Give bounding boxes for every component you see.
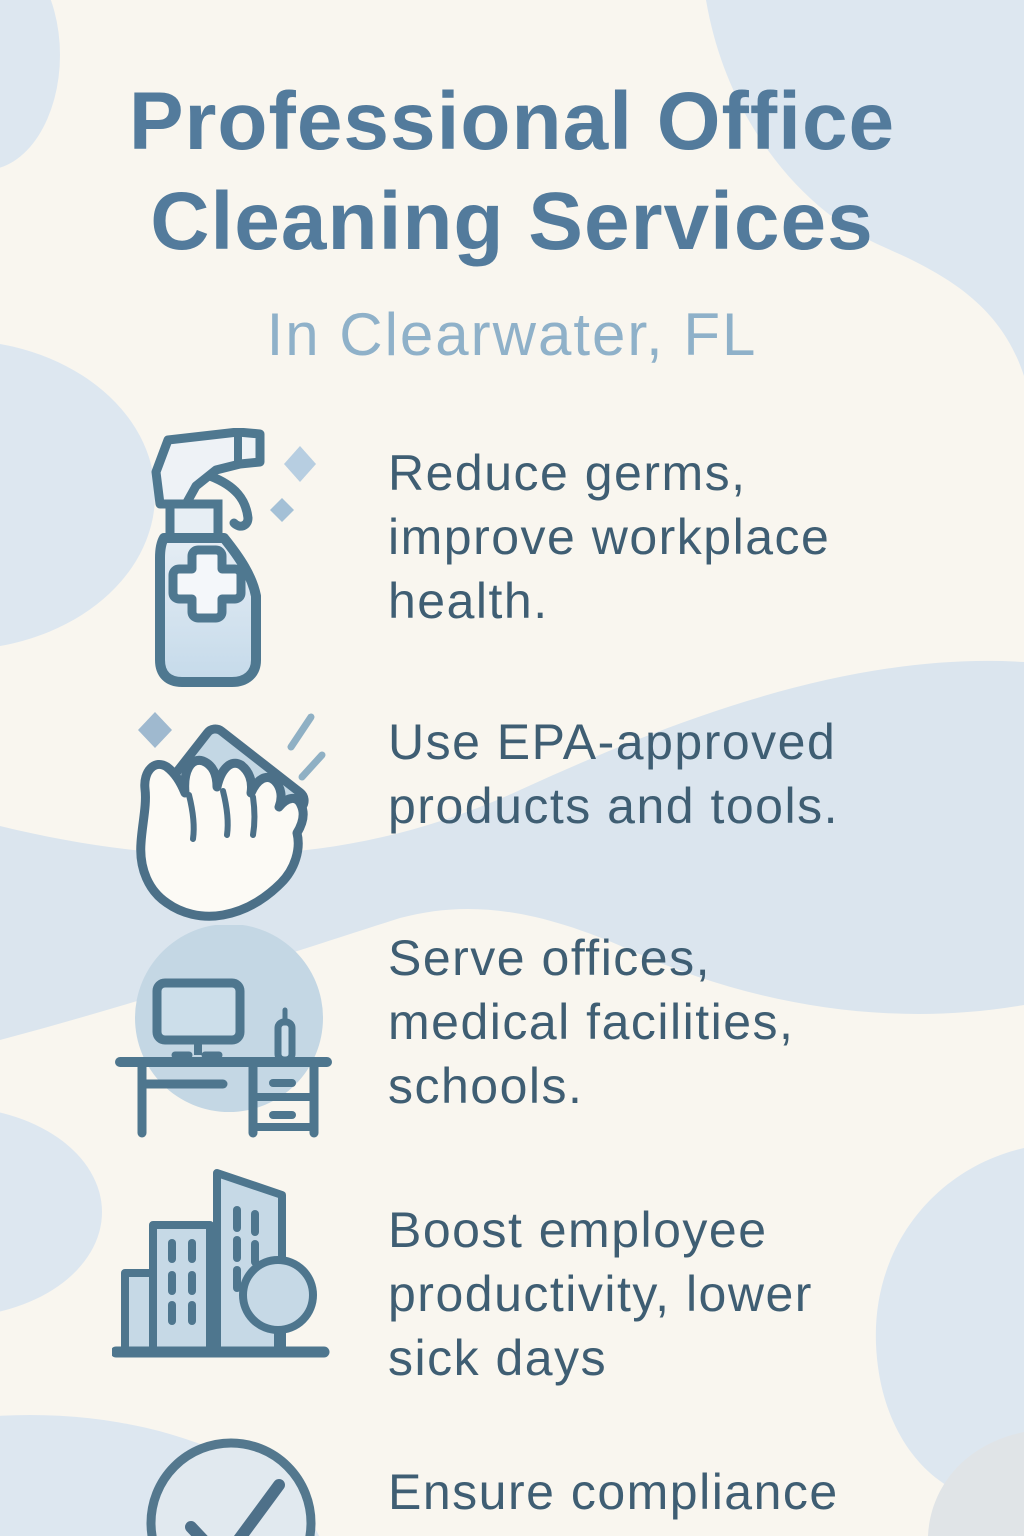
benefit-text-line: sick days (388, 1330, 608, 1386)
benefit-text-line: improve workplace (388, 509, 831, 565)
benefit-text-line: Reduce germs, (388, 445, 747, 501)
benefit-text-line: health. (388, 573, 549, 629)
benefit-item-compliance: Ensure compliance with sanitation standa… (388, 1460, 976, 1536)
benefit-text-line: medical facilities, (388, 994, 795, 1050)
benefit-item-epa: Use EPA-approved products and tools. (388, 710, 839, 838)
spray-bottle-icon (140, 427, 340, 690)
check-circle-icon (143, 1433, 323, 1536)
benefit-text-line: Boost employee (388, 1202, 768, 1258)
benefit-item-productivity: Boost employee productivity, lower sick … (388, 1198, 813, 1390)
page-title-line-1: Professional Office (128, 76, 896, 167)
benefit-text-line: Use EPA-approved (388, 714, 837, 770)
page-title-line-2: Cleaning Services (150, 176, 874, 267)
benefit-text-line: Ensure compliance (388, 1464, 839, 1520)
benefit-item-germs: Reduce germs, improve workplace health. (388, 441, 830, 633)
benefit-text-line: Serve offices, (388, 930, 712, 986)
benefit-text-line: products and tools. (388, 778, 839, 834)
benefit-item-facilities: Serve offices, medical facilities, schoo… (388, 926, 794, 1118)
office-desk-icon (115, 924, 395, 1175)
header: Professional Office Cleaning Services In… (0, 72, 1024, 369)
wiping-hand-icon (105, 685, 345, 945)
benefit-text-line: schools. (388, 1058, 584, 1114)
benefit-text-line: with sanitation standards (388, 1524, 976, 1536)
page-subtitle: In Clearwater, FL (266, 301, 758, 368)
benefit-text-line: productivity, lower (388, 1266, 813, 1322)
city-buildings-icon (110, 1162, 372, 1402)
